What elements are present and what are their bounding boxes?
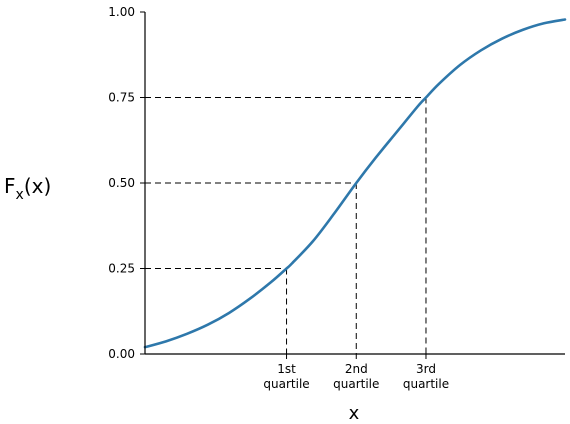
y-axis-ticks: 0.00 0.25 0.50 0.75 1.00 — [108, 5, 145, 361]
cdf-curve — [143, 18, 567, 349]
y-axis-label: Fx(x) — [4, 174, 51, 203]
x-tick-label: 1st — [277, 362, 296, 376]
y-tick-label: 0.50 — [108, 176, 135, 190]
x-tick-label: quartile — [263, 377, 309, 391]
y-axis-label-suffix: (x) — [24, 174, 51, 198]
x-axis-label: x — [349, 403, 360, 424]
x-tick-label: 3rd — [416, 362, 436, 376]
y-axis-label-subscript: x — [16, 187, 24, 203]
x-tick-label: quartile — [333, 377, 379, 391]
x-tick-label: quartile — [403, 377, 449, 391]
y-tick-label: 1.00 — [108, 5, 135, 19]
y-tick-label: 0.25 — [108, 262, 135, 276]
y-tick-label: 0.75 — [108, 91, 135, 105]
quartile-reference-lines — [145, 97, 427, 354]
y-axis-label-base: F — [4, 174, 16, 198]
x-tick-label: 2nd — [345, 362, 368, 376]
y-tick-label: 0.00 — [108, 347, 135, 361]
series-group — [143, 18, 567, 349]
